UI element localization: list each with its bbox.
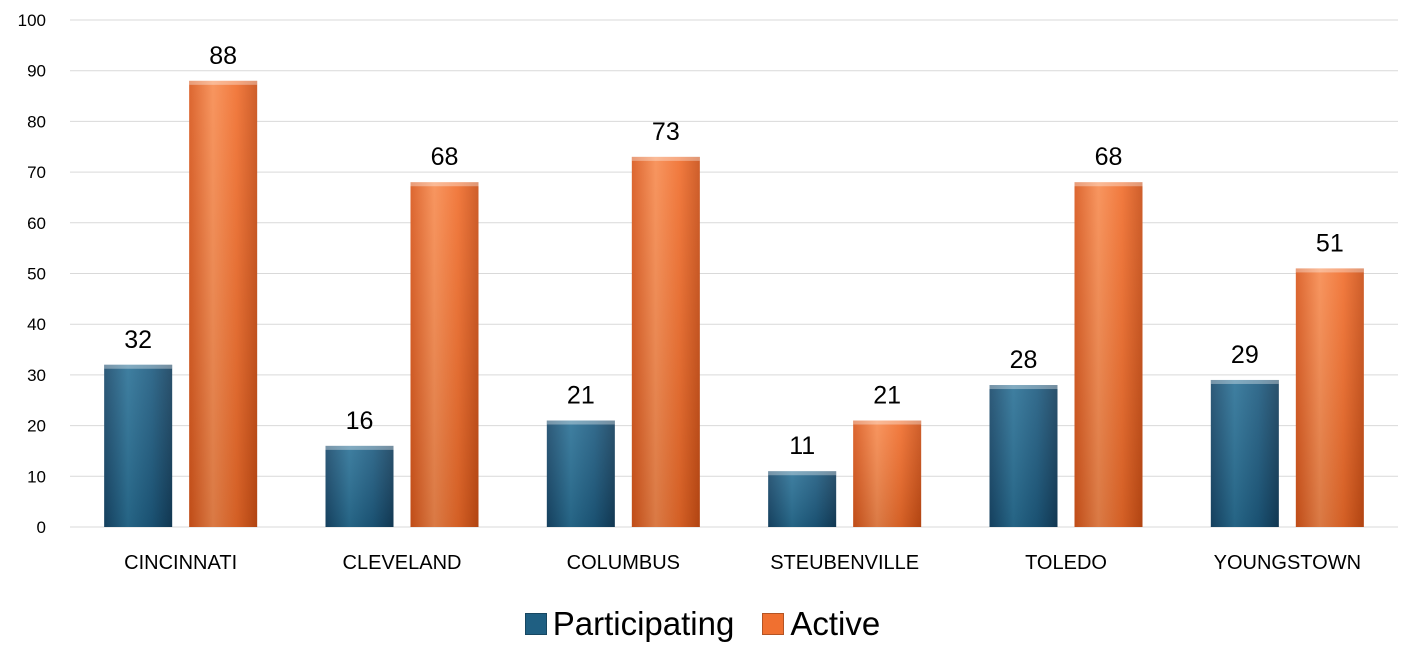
- bar-participating-cincinnati-shade: [104, 364, 173, 527]
- y-tick-label-40: 40: [27, 315, 46, 334]
- y-tick-label-60: 60: [27, 214, 46, 233]
- gridlines: [70, 19, 1398, 528]
- x-tick-label-cincinnati: CINCINNATI: [124, 552, 237, 574]
- bar-active-columbus: [631, 156, 700, 527]
- legend-swatch-active: [762, 613, 785, 635]
- bar-active-cleveland-shade: [410, 182, 479, 528]
- bar-active-toledo: [1074, 182, 1143, 528]
- bar-participating-cincinnati: [104, 364, 173, 527]
- data-labels: 32 88 16 68 21 73 11 21 28 68 29 51: [124, 42, 1343, 460]
- bar-participating-columbus: [546, 420, 615, 527]
- data-label-active-cleveland: 68: [431, 143, 459, 171]
- y-tick-label-90: 90: [27, 62, 46, 81]
- x-tick-label-steubenville: STEUBENVILLE: [770, 552, 919, 574]
- bar-active-youngstown-shade: [1295, 268, 1364, 527]
- bar-active-cincinnati: [189, 80, 258, 527]
- data-label-participating-columbus: 21: [567, 382, 595, 410]
- y-tick-label-80: 80: [27, 112, 46, 131]
- data-label-participating-cleveland: 16: [346, 407, 374, 435]
- bar-active-youngstown: [1295, 268, 1364, 527]
- x-tick-label-cleveland: CLEVELAND: [343, 552, 462, 574]
- y-tick-label-20: 20: [27, 417, 46, 436]
- data-label-participating-toledo: 28: [1010, 346, 1038, 374]
- bar-participating-cleveland-shade: [325, 445, 394, 527]
- y-tick-label-30: 30: [27, 366, 46, 385]
- y-tick-label-50: 50: [27, 265, 46, 284]
- bar-participating-youngstown-shade: [1210, 379, 1279, 527]
- data-label-active-cincinnati: 88: [209, 42, 237, 70]
- bar-active-columbus-shade: [631, 156, 700, 527]
- bar-active-steubenville-shade: [853, 420, 922, 527]
- legend: Participating Active: [0, 604, 1405, 644]
- legend-item-participating: Participating: [524, 605, 735, 643]
- bar-participating-steubenville-shade: [768, 471, 837, 527]
- bar-participating-youngstown: [1210, 379, 1279, 527]
- data-label-participating-youngstown: 29: [1231, 341, 1259, 369]
- bar-active-toledo-shade: [1074, 182, 1143, 528]
- bar-active-steubenville: [853, 420, 922, 527]
- bar-participating-columbus-shade: [546, 420, 615, 527]
- data-label-active-columbus: 73: [652, 118, 680, 146]
- y-tick-label-10: 10: [27, 467, 46, 486]
- y-tick-label-100: 100: [18, 11, 46, 30]
- data-label-active-steubenville: 21: [873, 382, 901, 410]
- x-tick-label-youngstown: YOUNGSTOWN: [1214, 552, 1361, 574]
- x-tick-label-toledo: TOLEDO: [1025, 552, 1107, 574]
- legend-swatch-participating: [524, 613, 547, 635]
- bar-participating-steubenville: [768, 471, 837, 527]
- bar-active-cleveland: [410, 182, 479, 528]
- bars: [104, 80, 1364, 528]
- x-tick-label-columbus: COLUMBUS: [567, 552, 680, 574]
- x-axis-tick-labels: CINCINNATI CLEVELAND COLUMBUS STEUBENVILLE T…: [124, 552, 1361, 574]
- legend-label-participating: Participating: [552, 605, 735, 642]
- y-axis-tick-labels: 0 10 20 30 40 50 60 70 80 90 100: [18, 11, 46, 537]
- data-label-active-youngstown: 51: [1316, 229, 1344, 257]
- legend-item-active: Active: [762, 605, 880, 643]
- bar-active-cincinnati-shade: [189, 80, 258, 527]
- data-label-participating-cincinnati: 32: [124, 326, 152, 354]
- y-tick-label-70: 70: [27, 163, 46, 182]
- bar-participating-toledo: [989, 385, 1058, 527]
- data-label-active-toledo: 68: [1095, 143, 1123, 171]
- data-label-participating-steubenville: 11: [789, 432, 815, 460]
- y-tick-label-0: 0: [37, 518, 46, 537]
- bar-participating-cleveland: [325, 445, 394, 527]
- bar-participating-toledo-shade: [989, 385, 1058, 527]
- legend-label-active: Active: [790, 605, 881, 642]
